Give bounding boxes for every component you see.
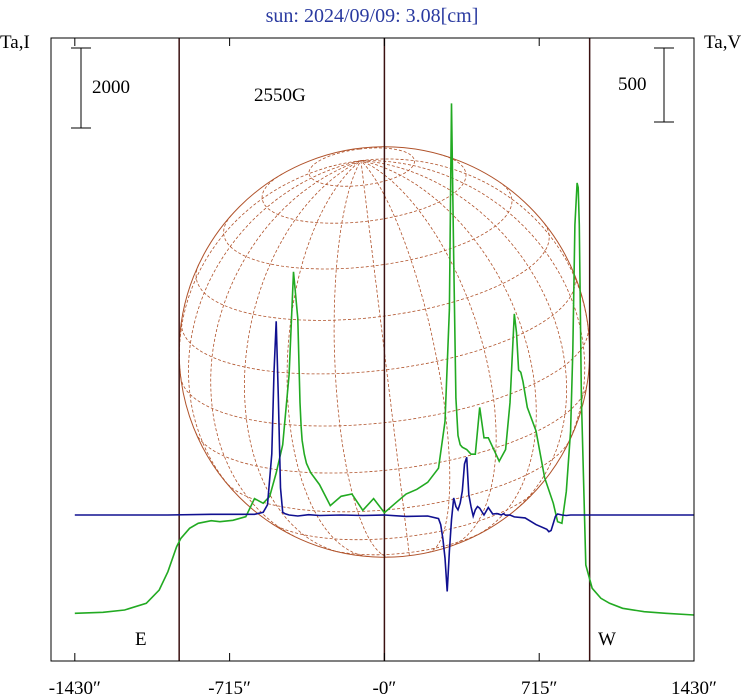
- parallel-line: [181, 274, 576, 375]
- limb-lines: [178, 38, 591, 661]
- west-label: W: [598, 629, 616, 650]
- meridian-line: [360, 160, 410, 556]
- x-axis-ticks: -1430″ -715″ -0″ 715″ 1430″: [49, 38, 717, 698]
- meridian-line: [178, 160, 361, 378]
- meridian-line: [243, 160, 362, 552]
- parallel-line: [195, 384, 588, 474]
- meridian-line: [188, 160, 361, 492]
- left-axis-label: Ta,I: [0, 32, 30, 53]
- meridian-line: [360, 160, 567, 510]
- parallel-line: [308, 147, 415, 187]
- parallel-line: [195, 222, 550, 321]
- field-strength-annotation: 2550G: [254, 85, 306, 106]
- meridian-line: [360, 158, 589, 328]
- meridian-line: [360, 160, 497, 547]
- meridian-line: [360, 160, 451, 553]
- x-tick-label: -0″: [373, 678, 397, 698]
- meridian-line: [333, 160, 391, 558]
- chart-title: sun: 2024/09/09: 3.08[cm]: [266, 5, 479, 27]
- meridian-line: [210, 160, 362, 537]
- parallel-line: [227, 442, 569, 513]
- right-axis-label: Ta,V: [704, 32, 741, 53]
- x-tick-label: -715″: [208, 678, 251, 698]
- stokes-v-series-line: [74, 321, 694, 592]
- plot-frame: [50, 37, 695, 662]
- meridian-line: [360, 160, 586, 452]
- x-tick-label: -1430″: [49, 678, 101, 698]
- east-label: E: [135, 629, 147, 650]
- meridian-line: [286, 160, 368, 557]
- parallel-line: [271, 490, 536, 541]
- x-tick-label: 1430″: [671, 678, 717, 698]
- left-scale-bar: [71, 47, 91, 129]
- left-scale-bar-label: 2000: [92, 77, 130, 98]
- series-group: [74, 103, 695, 616]
- stokes-i-series-line: [74, 103, 695, 616]
- parallel-line: [331, 531, 484, 556]
- right-scale-bar: [654, 47, 674, 123]
- parallel-line: [180, 326, 589, 427]
- x-tick-label: 715″: [521, 678, 557, 698]
- parallel-line: [261, 154, 467, 224]
- parallel-line: [223, 182, 513, 270]
- solar-disk-grid: [178, 146, 591, 558]
- right-scale-bar-label: 500: [618, 74, 647, 95]
